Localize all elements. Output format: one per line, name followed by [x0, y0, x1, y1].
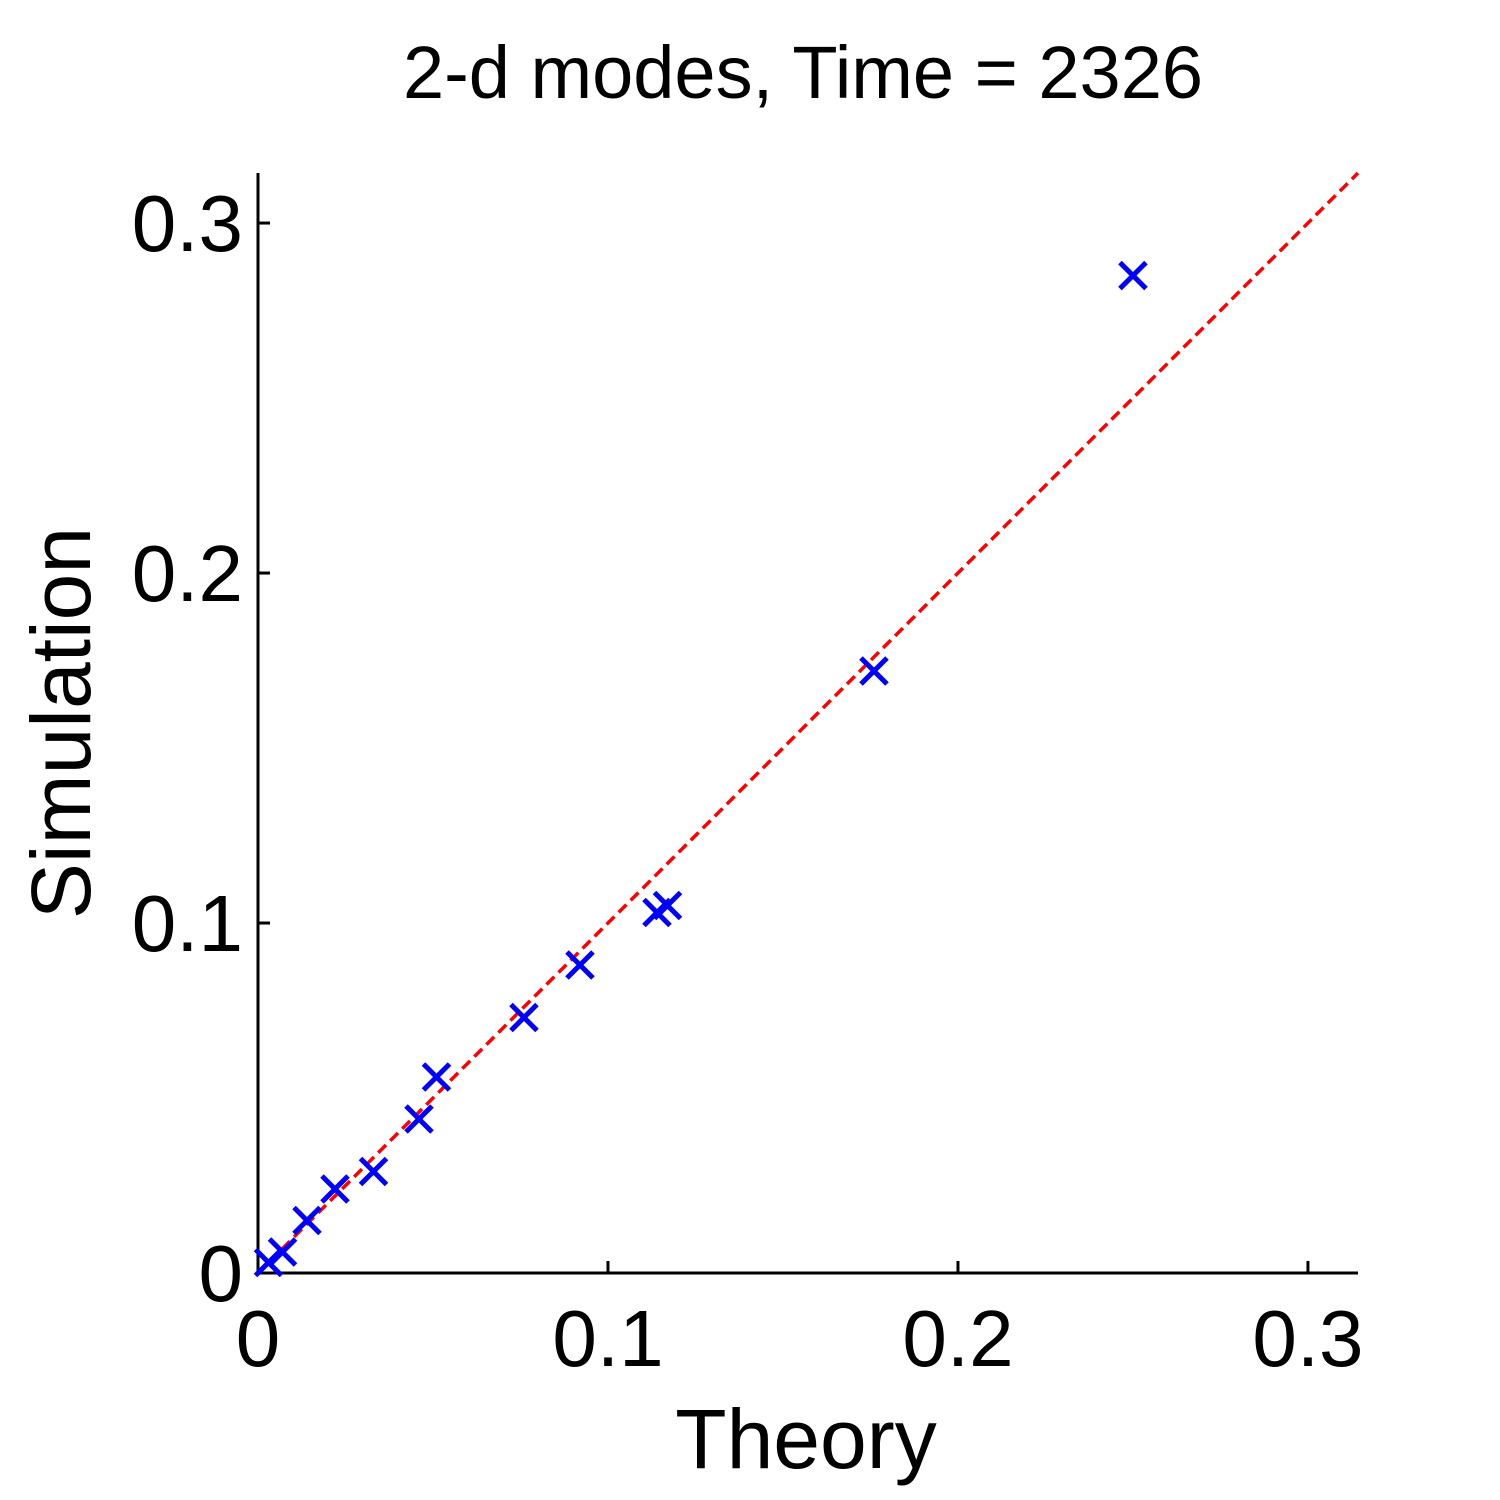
- y-tick-label: 0.3: [132, 179, 243, 268]
- data-point: [509, 1002, 539, 1033]
- data-point-stroke: [421, 1062, 452, 1092]
- data-point-stroke: [859, 656, 889, 686]
- data-point: [404, 1104, 434, 1134]
- data-point-stroke: [509, 1002, 539, 1033]
- y-tick-label: 0: [199, 1229, 244, 1318]
- data-point-stroke: [404, 1104, 434, 1134]
- data-markers: [253, 260, 1148, 1278]
- x-tick-label: 0: [236, 1294, 281, 1383]
- reference-line: [256, 171, 1360, 1275]
- chart-title: 2-d modes, Time = 2326: [403, 31, 1203, 114]
- data-point-stroke: [320, 1174, 350, 1204]
- data-point-stroke: [565, 950, 595, 980]
- data-point: [565, 950, 595, 980]
- axes: [256, 173, 1358, 1275]
- data-point: [421, 1062, 452, 1092]
- data-point-stroke: [267, 1237, 298, 1267]
- data-point-stroke: [652, 890, 683, 921]
- data-point-stroke: [292, 1205, 322, 1236]
- x-axis-label: Theory: [675, 1392, 936, 1486]
- data-point: [859, 656, 889, 686]
- data-point: [320, 1174, 350, 1204]
- y-tick-label: 0.2: [132, 529, 243, 618]
- data-point-stroke: [1118, 260, 1148, 291]
- y-axis-label: Simulation: [14, 527, 108, 919]
- data-point: [292, 1205, 322, 1236]
- axis-ticks: 0 0.1 0.2 0.3 0 0.1 0.2 0.3: [132, 179, 1364, 1383]
- data-point: [267, 1237, 298, 1267]
- y-tick-label: 0.1: [132, 879, 243, 968]
- x-tick-label: 0.3: [1252, 1294, 1363, 1383]
- data-point: [358, 1156, 389, 1187]
- x-tick-label: 0.2: [902, 1294, 1013, 1383]
- x-tick-label: 0.1: [552, 1294, 663, 1383]
- data-point: [652, 890, 683, 921]
- data-point: [1118, 260, 1148, 291]
- reference-line-group: [256, 171, 1360, 1275]
- data-point-stroke: [358, 1156, 389, 1187]
